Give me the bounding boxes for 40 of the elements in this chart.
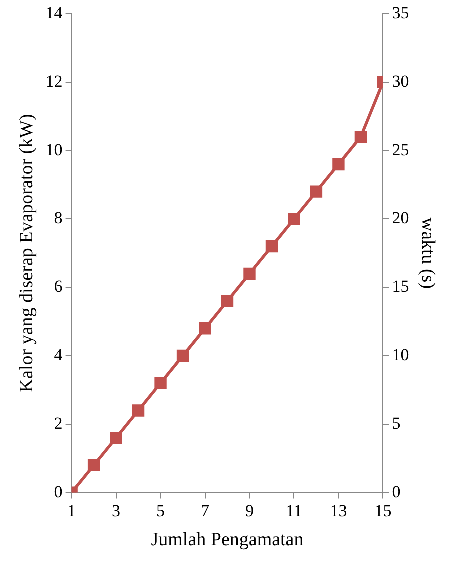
- y2-tick-label: 10: [392, 345, 410, 364]
- x-tick-label: 11: [286, 501, 302, 520]
- x-tick-label: 1: [68, 501, 76, 520]
- y2-tick-label: 15: [392, 277, 410, 296]
- x-tick-label: 7: [201, 501, 210, 520]
- y-tick-label: 6: [54, 277, 63, 296]
- point: [176, 350, 190, 362]
- y-tick-label: 8: [54, 208, 63, 228]
- y2-tick-label: 25: [392, 140, 410, 160]
- y2-tick-label: 35: [392, 3, 410, 22]
- y-tick-label: 2: [54, 414, 63, 433]
- point: [132, 404, 145, 417]
- x-tick-label: 5: [156, 501, 166, 520]
- y-tick-label: 12: [46, 72, 63, 91]
- point: [88, 459, 100, 472]
- y-tick-label: 4: [54, 345, 64, 364]
- y2-tick-label: 0: [392, 482, 401, 502]
- y-tick-label: 10: [46, 140, 63, 160]
- y-tick-label: 0: [54, 482, 63, 502]
- point: [354, 131, 368, 144]
- point: [221, 295, 234, 308]
- y2-tick-label: 5: [392, 414, 401, 433]
- y2-axis-title: waktu (s): [418, 218, 439, 290]
- x-tick-label: 9: [245, 501, 254, 520]
- point: [310, 186, 323, 198]
- point: [266, 240, 278, 253]
- x-axis-title: Jumlah Pengamatan: [151, 530, 304, 551]
- y-axis-title: Kalor yang diserap Evaporator (kW): [16, 114, 38, 393]
- y2-tick-label: 20: [392, 208, 410, 228]
- y-tick-label: 14: [46, 3, 64, 22]
- y2-tick-label: 30: [392, 72, 410, 91]
- x-tick-label: 15: [374, 501, 392, 520]
- x-tick-label: 13: [330, 501, 348, 520]
- point: [244, 268, 256, 280]
- point: [154, 377, 167, 390]
- point: [199, 322, 212, 335]
- x-tick-label: 3: [112, 501, 121, 520]
- point: [110, 432, 122, 444]
- point: [332, 158, 345, 171]
- point: [288, 213, 300, 226]
